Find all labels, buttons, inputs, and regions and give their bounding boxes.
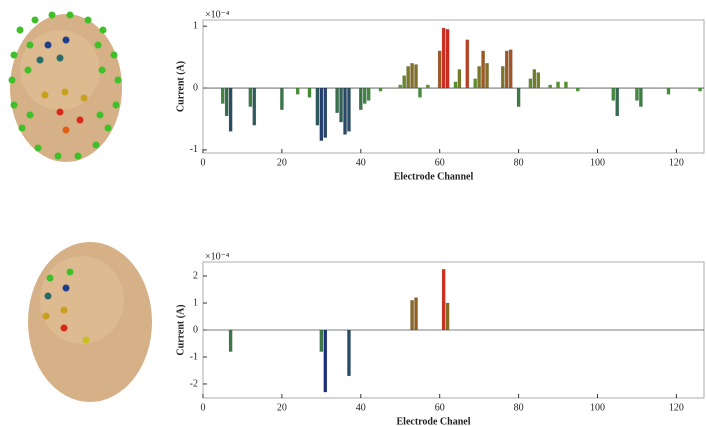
y-multiplier: ×10⁻⁴ xyxy=(205,9,230,20)
head-shade xyxy=(20,30,100,110)
bar xyxy=(323,329,328,393)
bar xyxy=(339,87,343,123)
y-tick-label: 1 xyxy=(193,297,198,308)
bar xyxy=(319,329,324,352)
bar xyxy=(532,69,537,89)
y-tick-label: 0 xyxy=(193,324,198,335)
x-tick-label: 40 xyxy=(356,402,366,413)
bar xyxy=(477,66,481,89)
bar xyxy=(362,87,367,104)
bar xyxy=(528,78,533,89)
bar xyxy=(536,72,541,89)
bar xyxy=(501,66,505,89)
bar xyxy=(611,87,616,101)
bar xyxy=(280,87,284,110)
bar xyxy=(485,63,489,89)
bar xyxy=(441,269,446,331)
bar xyxy=(414,297,418,331)
x-tick-label: 20 xyxy=(277,402,287,413)
bar xyxy=(473,78,477,89)
x-tick-label: 100 xyxy=(590,402,605,413)
x-tick-label: 0 xyxy=(201,157,206,168)
x-tick-label: 20 xyxy=(277,157,287,168)
y-axis-label: Current (A) xyxy=(175,304,186,355)
bar xyxy=(323,87,328,138)
y-tick-label: -2 xyxy=(190,378,198,389)
bar xyxy=(248,87,253,107)
bar xyxy=(378,87,383,92)
bar xyxy=(516,87,521,107)
y-tick-label: -1 xyxy=(190,351,198,362)
bar xyxy=(366,87,371,101)
bar xyxy=(307,87,312,98)
bar xyxy=(406,66,410,89)
bar xyxy=(315,87,320,126)
bar xyxy=(220,87,225,104)
bar xyxy=(402,75,406,89)
bar xyxy=(453,81,458,89)
bar xyxy=(437,50,442,89)
y-tick-label: 1 xyxy=(193,20,198,31)
x-axis-label: Electrode Channel xyxy=(394,171,474,182)
bar xyxy=(556,81,560,89)
bar xyxy=(426,84,430,89)
bar xyxy=(575,87,580,92)
bar xyxy=(441,27,446,89)
bar xyxy=(335,87,339,113)
bar xyxy=(414,64,418,89)
x-tick-label: 120 xyxy=(669,402,684,413)
bar xyxy=(639,87,643,107)
bar xyxy=(343,87,347,135)
x-tick-label: 60 xyxy=(435,402,445,413)
y-multiplier: ×10⁻⁴ xyxy=(205,251,230,262)
bar xyxy=(445,302,450,331)
y-tick-label: -1 xyxy=(190,144,198,155)
bar xyxy=(508,49,513,89)
bar xyxy=(410,63,414,89)
bar xyxy=(252,87,257,126)
bar xyxy=(347,87,351,132)
bar xyxy=(548,84,552,89)
x-tick-label: 60 xyxy=(435,157,445,168)
bar xyxy=(347,329,351,377)
head-top xyxy=(8,11,122,162)
x-tick-label: 0 xyxy=(201,402,206,413)
x-tick-label: 80 xyxy=(514,402,524,413)
bar xyxy=(359,87,363,110)
bar xyxy=(319,87,324,141)
bar xyxy=(228,87,233,132)
x-tick-label: 120 xyxy=(669,157,684,168)
bar xyxy=(465,39,470,89)
head-bottom xyxy=(28,242,152,402)
bar xyxy=(635,87,639,101)
bar xyxy=(398,84,403,89)
y-tick-label: 0 xyxy=(193,82,198,93)
bar xyxy=(615,87,619,117)
bar xyxy=(564,81,568,89)
bar xyxy=(504,50,509,89)
y-tick-label: 2 xyxy=(193,270,198,281)
x-tick-label: 80 xyxy=(514,157,524,168)
head-shade xyxy=(40,256,124,344)
bar xyxy=(698,87,702,92)
bar xyxy=(481,50,485,89)
bar xyxy=(228,329,233,352)
bar xyxy=(457,69,462,89)
electrodes-active xyxy=(36,36,88,134)
bar xyxy=(418,87,422,98)
bar xyxy=(410,300,414,331)
x-axis-label: Electrode Chanel xyxy=(397,416,471,426)
electrodes xyxy=(8,11,122,160)
bar xyxy=(445,29,450,89)
x-tick-label: 40 xyxy=(356,157,366,168)
bar xyxy=(224,87,229,117)
bar xyxy=(666,87,671,95)
x-tick-label: 100 xyxy=(590,157,605,168)
y-axis-label: Current (A) xyxy=(175,61,186,112)
bar xyxy=(295,87,300,95)
plot-frame xyxy=(202,19,705,154)
